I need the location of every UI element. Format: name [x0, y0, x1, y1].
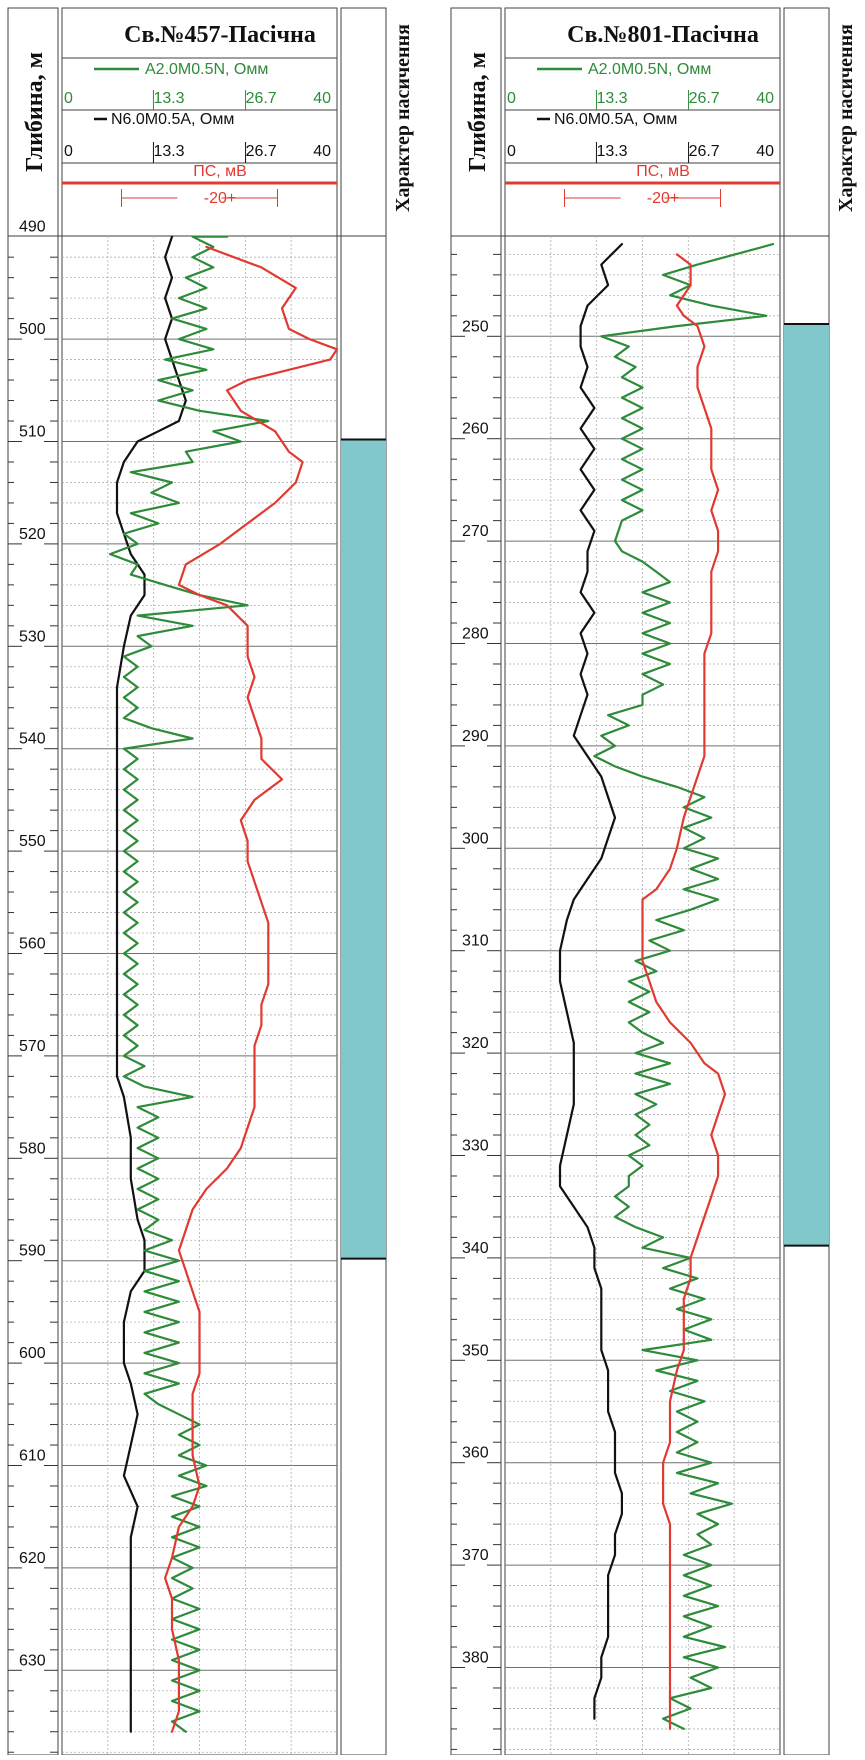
n-resistivity-curve — [115, 235, 187, 1733]
depth-label: 270 — [462, 523, 489, 540]
a-scale-tick-label: 26.7 — [689, 90, 720, 107]
depth-label: 630 — [19, 1652, 46, 1669]
depth-label: 570 — [19, 1038, 46, 1055]
depth-label: 540 — [19, 731, 46, 748]
well-457-n-label: N6.0M0.5A, Омм — [111, 111, 234, 128]
depth-label: 340 — [462, 1240, 489, 1257]
depth-label: 350 — [462, 1342, 489, 1359]
n-scale-tick-label: 40 — [313, 143, 331, 160]
a-scale-tick-label: 26.7 — [246, 90, 277, 107]
well-801-a-label: A2.0M0.5N, Омм — [588, 61, 711, 78]
n-scale-tick-label: 0 — [507, 143, 516, 160]
depth-label: 320 — [462, 1035, 489, 1052]
well-457-body: 490 500 510 520 530 540 550 560 570 580 590 600 610 6… — [7, 7, 387, 1756]
depth-label: 520 — [19, 526, 46, 543]
depth-label: 550 — [19, 833, 46, 850]
well-801-saturation-header: Характер насичення — [835, 24, 857, 212]
well-801-body: 250 260 270 280 290 300 310 320 330 340 350 360 370 3… — [450, 7, 830, 1756]
well-801-ps-label: ПС, мВ — [636, 163, 690, 180]
well-457-n-scale: 0 13.3 26.7 40 — [64, 143, 331, 160]
well-457-a-scale: 0 13.3 26.7 40 — [64, 90, 331, 107]
well-801-n-scale: 0 13.3 26.7 40 — [507, 143, 774, 160]
n-scale-tick-label: 26.7 — [689, 143, 720, 160]
well-457-title: Св.№457-Пасічна — [124, 22, 316, 48]
a-resistivity-curve — [593, 243, 775, 1731]
a-scale-tick-label: 0 — [64, 90, 73, 107]
a-scale-tick-label: 40 — [756, 90, 774, 107]
depth-label: 610 — [19, 1448, 46, 1465]
depth-label: 560 — [19, 936, 46, 953]
well-801-panel: Глибина, м Св.№801-Пасічна A2.0M0.5N, Ом… — [465, 22, 857, 212]
a-scale-tick-label: 40 — [313, 90, 331, 107]
saturation-fill — [784, 324, 829, 1246]
depth-label: 310 — [462, 933, 489, 950]
depth-label: 260 — [462, 421, 489, 438]
n-scale-tick-label: 0 — [64, 143, 73, 160]
depth-label: 530 — [19, 628, 46, 645]
depth-label: 380 — [462, 1650, 489, 1667]
depth-label: 490 — [19, 219, 46, 236]
n-scale-tick-label: 13.3 — [153, 143, 184, 160]
depth-label: 360 — [462, 1445, 489, 1462]
ps-curve — [641, 253, 727, 1731]
depth-label: 290 — [462, 728, 489, 745]
well-801-title: Св.№801-Пасічна — [567, 22, 759, 48]
a-scale-tick-label: 13.3 — [596, 90, 627, 107]
depth-label: 600 — [19, 1345, 46, 1362]
well-457-saturation-header: Характер насичення — [392, 24, 414, 212]
n-resistivity-curve — [558, 243, 624, 1720]
saturation-fill — [341, 439, 386, 1259]
n-scale-tick-label: 13.3 — [596, 143, 627, 160]
ps-curve — [164, 245, 339, 1733]
well-801-ps-scale: -20+ — [647, 190, 679, 207]
a-scale-tick-label: 0 — [507, 90, 516, 107]
depth-label: 330 — [462, 1138, 489, 1155]
well-457-a-label: A2.0M0.5N, Омм — [145, 61, 268, 78]
depth-label: 250 — [462, 318, 489, 335]
well-801-n-label: N6.0M0.5A, Омм — [554, 111, 677, 128]
a-resistivity-curve — [108, 235, 270, 1733]
depth-label: 300 — [462, 830, 489, 847]
well-457-ps-label: ПС, мВ — [193, 163, 247, 180]
depth-label: 510 — [19, 424, 46, 441]
well-457-panel: Глибина, м Св.№457-Пасічна A2.0M0.5N, Ом… — [22, 22, 414, 212]
log-tracks: 490 500 510 520 530 540 550 560 570 580 590 600 610 6… — [7, 7, 830, 1756]
depth-label: 370 — [462, 1547, 489, 1564]
well-801-a-scale: 0 13.3 26.7 40 — [507, 90, 774, 107]
well-457-ps-scale: -20+ — [204, 190, 236, 207]
depth-label: 620 — [19, 1550, 46, 1567]
depth-label: 280 — [462, 626, 489, 643]
depth-label: 590 — [19, 1243, 46, 1260]
n-scale-tick-label: 26.7 — [246, 143, 277, 160]
a-scale-tick-label: 13.3 — [153, 90, 184, 107]
well-801-depth-header: Глибина, м — [465, 52, 491, 172]
well-457-depth-header: Глибина, м — [22, 52, 48, 172]
n-scale-tick-label: 40 — [756, 143, 774, 160]
depth-label: 500 — [19, 321, 46, 338]
depth-label: 580 — [19, 1140, 46, 1157]
